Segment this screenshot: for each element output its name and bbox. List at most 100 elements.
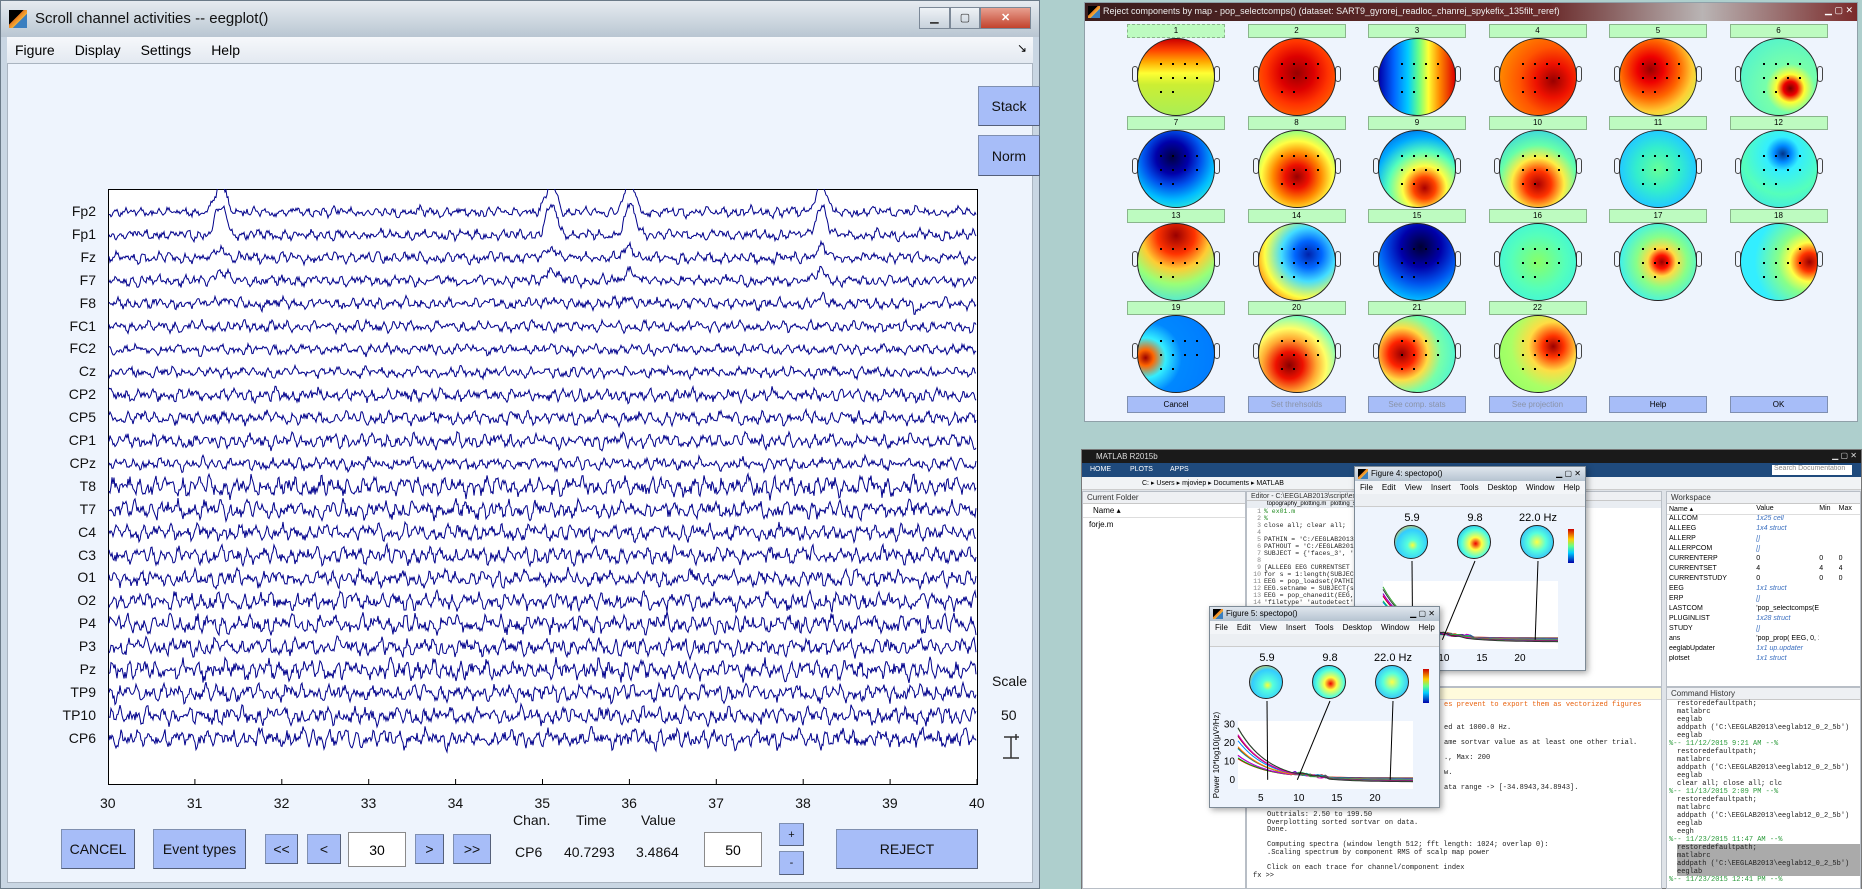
eeg-trace-plot[interactable] bbox=[108, 189, 978, 785]
menu-edit[interactable]: Edit bbox=[1236, 623, 1251, 632]
title-bar[interactable]: Figure 5: spectopo() ▁ ▢ ✕ bbox=[1210, 607, 1439, 621]
component-18-topomap[interactable] bbox=[1739, 223, 1818, 301]
workspace-row[interactable]: ALLERPCOM [] bbox=[1667, 545, 1860, 555]
column-header[interactable]: Min bbox=[1819, 505, 1831, 512]
component-1-button[interactable]: 1 bbox=[1127, 24, 1225, 38]
history-item[interactable]: matlabrc bbox=[1677, 756, 1711, 764]
menu-desktop[interactable]: Desktop bbox=[1487, 483, 1517, 492]
workspace-row[interactable]: ALLEEG 1x4 struct bbox=[1667, 525, 1860, 535]
component-4-button[interactable]: 4 bbox=[1488, 24, 1587, 38]
workspace-row[interactable]: ans 'pop_prop( EEG, 0, 1, ... bbox=[1667, 635, 1860, 645]
menu-tools[interactable]: Tools bbox=[1459, 483, 1479, 492]
history-item[interactable]: restoredefaultpath; bbox=[1677, 844, 1860, 852]
figure-toolbar[interactable] bbox=[1355, 494, 1585, 507]
command-prompt[interactable]: fx >> bbox=[1253, 872, 1275, 880]
minimize-icon[interactable]: ▁ bbox=[919, 7, 950, 29]
menu-edit[interactable]: Edit bbox=[1381, 483, 1396, 492]
component-7-button[interactable]: 7 bbox=[1127, 116, 1225, 130]
workspace-row[interactable]: CURRENTERP 0 0 0 bbox=[1667, 555, 1860, 565]
search-documentation-input[interactable]: Search Documentation bbox=[1772, 465, 1852, 475]
component-8-topomap[interactable] bbox=[1257, 130, 1336, 208]
tab-apps[interactable]: APPS bbox=[1170, 466, 1189, 473]
scroll-next-button[interactable]: > bbox=[415, 834, 444, 864]
component-6-button[interactable]: 6 bbox=[1729, 24, 1828, 38]
history-session-header[interactable]: %-- 11/12/2015 9:21 AM --% bbox=[1669, 740, 1779, 748]
component-8-button[interactable]: 8 bbox=[1247, 116, 1346, 130]
component-15-button[interactable]: 15 bbox=[1368, 209, 1466, 223]
component-22-button[interactable]: 22 bbox=[1488, 301, 1587, 315]
menu-window[interactable]: Window bbox=[1525, 483, 1555, 492]
component-13-topomap[interactable] bbox=[1137, 223, 1215, 301]
component-10-topomap[interactable] bbox=[1498, 130, 1577, 208]
code-editor[interactable]: 1% ex01.m 2% 3 close all; clear all; 4 5 PATHI… bbox=[1247, 508, 1661, 606]
history-item[interactable]: eeglab bbox=[1677, 716, 1703, 724]
window-controls-icon[interactable]: ▁ ▢ ✕ bbox=[1832, 451, 1857, 460]
ok-button[interactable]: OK bbox=[1729, 396, 1828, 413]
editor-tab[interactable]: topography_plotting.m bbox=[1267, 501, 1327, 507]
component-14-topomap[interactable] bbox=[1257, 223, 1336, 301]
history-item[interactable]: eeglab bbox=[1677, 732, 1703, 740]
column-header[interactable]: Name ▴ bbox=[1669, 506, 1694, 513]
title-bar[interactable]: Scroll channel activities -- eegplot() ▁… bbox=[1, 1, 1039, 37]
window-controls-icon[interactable]: ▁ ▢ ✕ bbox=[1825, 5, 1853, 15]
menu-window[interactable]: Window bbox=[1380, 623, 1410, 632]
menu-insert[interactable]: Insert bbox=[1430, 483, 1451, 492]
menu-view[interactable]: View bbox=[1404, 483, 1422, 492]
workspace-row[interactable]: plotset 1x1 struct bbox=[1667, 655, 1860, 665]
component-13-button[interactable]: 13 bbox=[1127, 209, 1225, 223]
workspace-row[interactable]: PLUGINLIST 1x28 struct bbox=[1667, 615, 1860, 625]
component-18-button[interactable]: 18 bbox=[1729, 209, 1828, 223]
history-item[interactable]: matlabrc bbox=[1677, 852, 1860, 860]
command-history-list[interactable]: restoredefaultpath; matlabrc eeglab addpath… bbox=[1667, 700, 1860, 884]
menu-display[interactable]: Display bbox=[74, 42, 121, 58]
component-14-button[interactable]: 14 bbox=[1247, 209, 1346, 223]
workspace-row[interactable]: STUDY [] bbox=[1667, 625, 1860, 635]
title-bar[interactable]: Figure 4: spectopo() ▁ ▢ ✕ bbox=[1355, 467, 1585, 481]
component-17-button[interactable]: 17 bbox=[1609, 209, 1707, 223]
menu-view[interactable]: View bbox=[1259, 623, 1277, 632]
component-12-topomap[interactable] bbox=[1739, 130, 1818, 208]
component-3-button[interactable]: 3 bbox=[1368, 24, 1466, 38]
component-5-button[interactable]: 5 bbox=[1609, 24, 1707, 38]
component-19-button[interactable]: 19 bbox=[1127, 301, 1225, 315]
scale-decrease-button[interactable]: - bbox=[779, 851, 804, 875]
component-22-topomap[interactable] bbox=[1498, 315, 1577, 393]
history-item[interactable]: eeglab bbox=[1677, 820, 1703, 828]
menu-file[interactable]: File bbox=[1215, 623, 1228, 632]
workspace-row[interactable]: ALLCOM 1x25 cell bbox=[1667, 515, 1860, 525]
component-11-button[interactable]: 11 bbox=[1609, 116, 1707, 130]
workspace-row[interactable]: ALLERP [] bbox=[1667, 535, 1860, 545]
workspace-row[interactable]: LASTCOM 'pop_selectcomps(EE... bbox=[1667, 605, 1860, 615]
stack-button[interactable]: Stack bbox=[978, 86, 1040, 126]
history-session-header[interactable]: %-- 11/23/2015 11:47 AM --% bbox=[1669, 836, 1783, 844]
component-10-button[interactable]: 10 bbox=[1488, 116, 1587, 130]
history-item[interactable]: addpath ('C:\EEGLAB2013\eeglab12_0_2_5b'… bbox=[1677, 860, 1860, 868]
column-header[interactable]: Max bbox=[1838, 505, 1852, 512]
workspace-row[interactable]: ERP [] bbox=[1667, 595, 1860, 605]
figure-toolbar[interactable] bbox=[1210, 634, 1439, 647]
maximize-icon[interactable]: ▢ bbox=[949, 7, 981, 29]
menu-help[interactable]: Help bbox=[1418, 623, 1435, 632]
menu-tools[interactable]: Tools bbox=[1314, 623, 1334, 632]
workspace-row[interactable]: EEG 1x1 struct bbox=[1667, 585, 1860, 595]
history-session-header[interactable]: %-- 11/23/2015 12:41 PM --% bbox=[1669, 876, 1783, 884]
history-item[interactable]: restoredefaultpath; bbox=[1677, 748, 1757, 756]
reject-button[interactable]: REJECT bbox=[836, 829, 978, 869]
dock-arrow-icon[interactable]: ↘ bbox=[1016, 41, 1027, 55]
column-name[interactable]: Name ▴ bbox=[1083, 504, 1245, 518]
component-16-button[interactable]: 16 bbox=[1488, 209, 1587, 223]
component-11-topomap[interactable] bbox=[1619, 130, 1697, 208]
component-3-topomap[interactable] bbox=[1378, 38, 1456, 116]
event-types-button[interactable]: Event types bbox=[153, 829, 246, 869]
see-comp-stats-button[interactable]: See comp. stats bbox=[1368, 396, 1466, 413]
component-6-topomap[interactable] bbox=[1739, 38, 1818, 116]
scale-increase-button[interactable]: + bbox=[779, 823, 804, 846]
history-item[interactable]: eeglab bbox=[1677, 772, 1703, 780]
component-4-topomap[interactable] bbox=[1498, 38, 1577, 116]
component-5-topomap[interactable] bbox=[1619, 38, 1697, 116]
component-7-topomap[interactable] bbox=[1137, 130, 1215, 208]
close-icon[interactable]: ✕ bbox=[980, 7, 1032, 29]
menu-file[interactable]: File bbox=[1360, 483, 1373, 492]
menu-desktop[interactable]: Desktop bbox=[1342, 623, 1372, 632]
window-controls-icon[interactable]: ▁ ▢ ✕ bbox=[1556, 469, 1581, 478]
